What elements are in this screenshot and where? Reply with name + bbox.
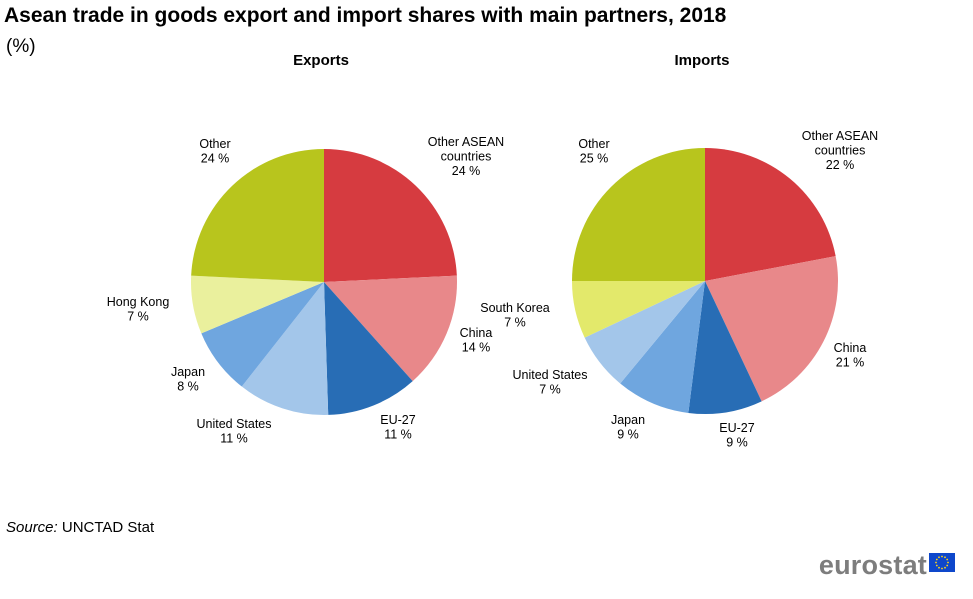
exports-pie: Exports Other ASEAN countries 24 % China 14 %… [107, 52, 505, 446]
exports-slice-hong-kong [190, 275, 324, 334]
eu-flag-icon [929, 553, 955, 572]
imports-label-japan: Japan 9 % [611, 413, 645, 442]
exports-label-other: Other 24 % [199, 137, 230, 166]
exports-slice-other-asean-countries [324, 149, 457, 282]
imports-slice-united-states [584, 281, 705, 384]
imports-slice-china [705, 256, 838, 402]
eurostat-logo: eurostat [818, 550, 927, 580]
exports-slice-china [324, 275, 458, 382]
imports-slice-south-korea [572, 281, 705, 338]
imports-label-other-asean-countries: Other ASEAN countries 22 % [802, 129, 878, 172]
chart-title-main: Asean trade in goods export and import s… [4, 4, 727, 27]
imports-label-eu-27: EU-27 9 % [719, 421, 754, 450]
exports-label-japan: Japan 8 % [171, 365, 205, 394]
exports-slice-united-states [241, 282, 329, 415]
imports-pie: Imports Other ASEAN countries 22 % China 21 %… [480, 52, 878, 450]
exports-label-united-states: United States 11 % [196, 417, 271, 446]
source-label: Source: [6, 519, 58, 536]
unit-label: (%) [6, 36, 36, 57]
imports-label-other: Other 25 % [578, 137, 609, 166]
imports-label-united-states: United States 7 % [512, 368, 587, 397]
imports-label-south-korea: South Korea 7 % [480, 301, 550, 330]
exports-label-other-asean-countries: Other ASEAN countries 24 % [428, 135, 504, 178]
exports-slice-other [191, 149, 324, 282]
imports-slice-other [572, 148, 705, 281]
exports-label-hong-kong: Hong Kong 7 % [107, 295, 170, 324]
exports-slice-eu-27 [324, 282, 413, 415]
source-note: Source: UNCTAD Stat [6, 519, 154, 536]
exports-title: Exports [293, 52, 349, 69]
imports-slice-eu-27 [688, 281, 762, 414]
imports-slice-japan [620, 281, 705, 413]
imports-label-china: China 21 % [834, 341, 867, 370]
imports-title: Imports [674, 52, 729, 69]
imports-slice-other-asean-countries [705, 148, 836, 281]
exports-label-eu-27: EU-27 11 % [380, 413, 415, 442]
exports-label-china: China 14 % [460, 326, 493, 355]
exports-slice-japan [201, 282, 324, 387]
source-text: UNCTAD Stat [61, 519, 155, 536]
